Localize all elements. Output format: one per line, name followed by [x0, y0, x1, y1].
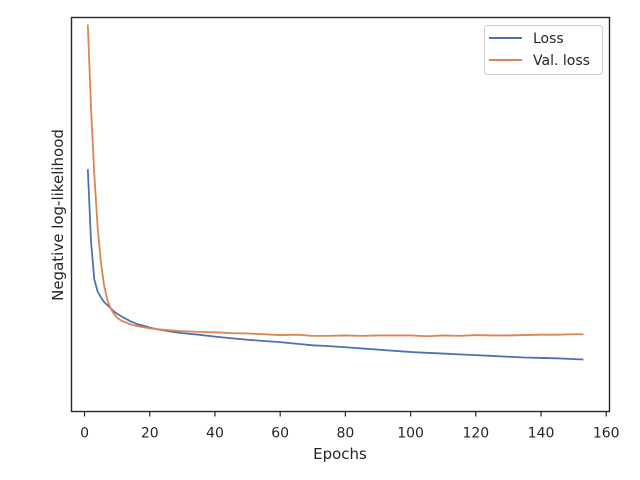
- x-tick-label: 40: [206, 426, 224, 442]
- x-tick-label: 20: [141, 426, 159, 442]
- x-tick-label: 160: [593, 426, 620, 442]
- x-tick-label: 60: [271, 426, 289, 442]
- x-tick-label: 80: [336, 426, 354, 442]
- x-ticks: 0 20 40 60 80 100 120 140 160: [80, 411, 620, 442]
- series-line-loss: [86, 169, 584, 361]
- x-tick-label: 0: [80, 426, 89, 442]
- x-tick-label: 100: [397, 426, 424, 442]
- plot-frame: [70, 16, 611, 413]
- legend-label-loss: Loss: [533, 31, 564, 47]
- x-axis-label: Epochs: [313, 445, 367, 463]
- x-tick-label: 120: [462, 426, 489, 442]
- legend: Loss Val. loss: [484, 25, 603, 75]
- series-layer: [86, 24, 584, 361]
- legend-label-val-loss: Val. loss: [533, 53, 590, 69]
- x-tick-label: 140: [528, 426, 555, 442]
- y-axis-label: Negative log-likelihood: [49, 129, 67, 301]
- series-line-val-loss: [86, 24, 584, 338]
